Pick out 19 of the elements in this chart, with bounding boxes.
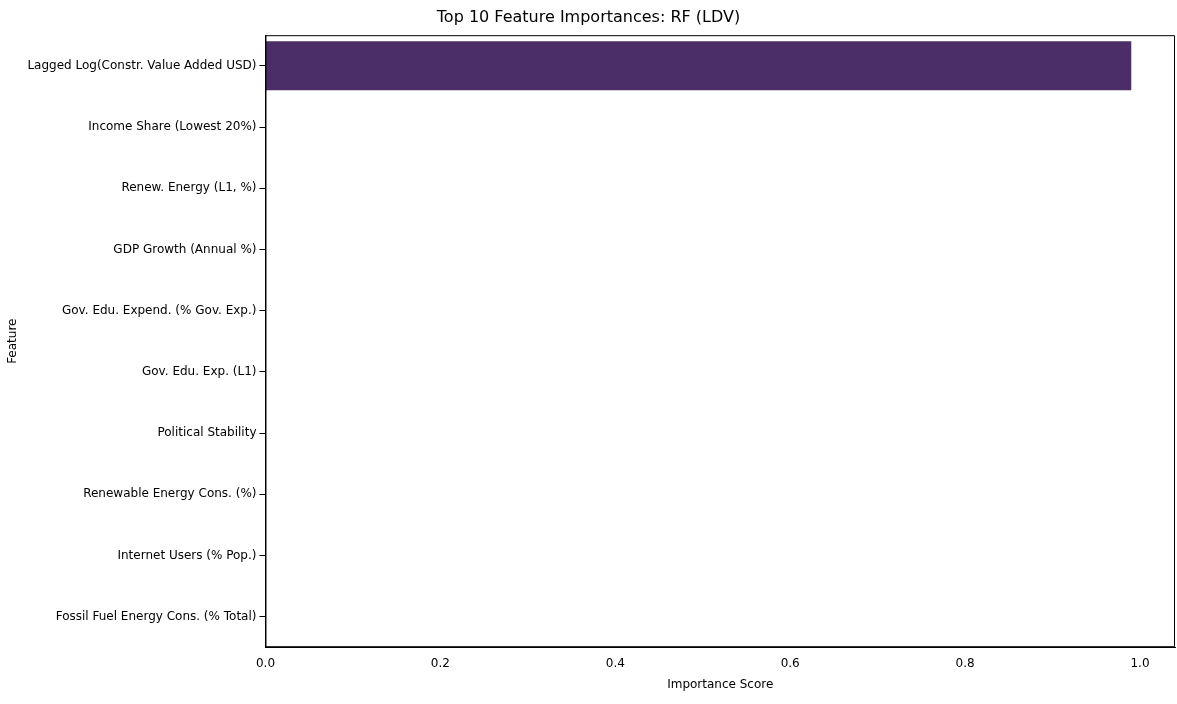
y-tick-label: Fossil Fuel Energy Cons. (% Total) (55, 608, 257, 623)
x-tick-label: 0.8 (955, 655, 975, 670)
x-tick-label: 0.4 (605, 655, 625, 670)
x-tick-label: 0.0 (255, 655, 276, 670)
y-tick-label: Renewable Energy Cons. (%) (83, 486, 257, 501)
x-tick-label: 0.6 (780, 655, 800, 670)
x-tick-label: 1.0 (1130, 655, 1150, 670)
y-tick-label: Renew. Energy (L1, %) (121, 180, 257, 195)
y-tick-label: GDP Growth (Annual %) (113, 241, 257, 256)
y-tick-label: Gov. Edu. Expend. (% Gov. Exp.) (61, 302, 257, 317)
chart-title: Top 10 Feature Importances: RF (LDV) (435, 6, 741, 26)
y-tick-label: Gov. Edu. Exp. (L1) (141, 363, 257, 378)
x-axis-title: Importance Score (667, 676, 774, 691)
x-tick-label: 0.2 (430, 655, 450, 670)
y-tick-label: Income Share (Lowest 20%) (88, 119, 257, 134)
y-tick-label: Internet Users (% Pop.) (117, 547, 257, 562)
y-tick-label: Political Stability (157, 425, 257, 440)
y-tick-label: Lagged Log(Constr. Value Added USD) (27, 57, 257, 72)
y-axis-title: Feature (5, 318, 20, 364)
